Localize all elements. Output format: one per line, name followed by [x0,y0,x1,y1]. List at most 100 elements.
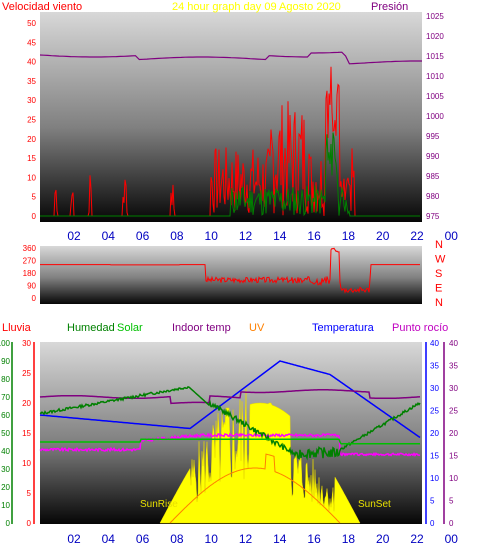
sunrise-label: SunRise [140,499,178,510]
wind-tick-label: 40 [27,58,36,67]
time3-tick-label: 04 [102,532,116,546]
pressure-axis: 975 980 985 990 995 1000 1005 1010 1015 1020 1025 [426,12,444,221]
pressure-tick-label: 995 [426,132,440,141]
time3-tick-label: 06 [136,532,150,546]
wind-average-line [40,132,420,217]
rain-tick-label: 15 [22,429,31,438]
indoor-tick-label: 30 [449,384,458,393]
wind-tick-label: 35 [27,77,36,86]
wind-tick-label: 20 [27,135,36,144]
pressure-tick-label: 1010 [426,72,444,81]
direction-tick-label: 0 [32,294,37,303]
compass-label: E [435,283,442,295]
humidity-tick-label: 10 [1,501,10,510]
wind-speed-axis: 0 5 10 15 20 25 30 35 40 45 50 [27,19,36,221]
temp-tick-label: 35 [430,362,439,371]
time3-tick-label: 08 [170,532,184,546]
time3-tick-label: 00 [445,532,459,546]
indoor-tick-label: 0 [449,519,454,528]
direction-plot-area [40,246,422,304]
direction-tick-label: 90 [27,282,36,291]
legend-uv: UV [249,322,265,334]
legend-humedad: Humedad [67,322,115,334]
temp-tick-label: 15 [430,452,439,461]
time-axis-3: 02 04 06 08 10 12 14 16 18 20 22 00 [67,532,458,546]
rain-tick-label: 10 [22,459,31,468]
pressure-tick-label: 980 [426,192,440,201]
wind-direction-line [40,247,420,294]
time-tick-label: 16 [307,229,321,243]
compass-label: N [435,297,443,309]
humidity-line [39,386,421,461]
direction-axis: 0 90 180 270 360 [23,244,37,303]
time-tick-label: 14 [273,229,287,243]
temp-tick-label: 20 [430,429,439,438]
rain-tick-label: 30 [22,339,31,348]
pressure-title: Presión [371,1,408,13]
temperature-line [39,360,421,439]
time3-tick-label: 18 [342,532,356,546]
direction-tick-label: 270 [23,257,37,266]
rain-tick-label: 5 [27,489,32,498]
temp-tick-label: 0 [430,519,435,528]
compass-label: W [435,254,446,266]
direction-series [40,247,420,294]
sunset-label: SunSet [358,499,391,510]
time-tick-label: 18 [342,229,356,243]
pressure-tick-label: 1015 [426,52,444,61]
time-tick-label: 04 [102,229,116,243]
pressure-tick-label: 1020 [426,32,444,41]
legend-solar: Solar [117,322,143,334]
humidity-tick-label: 50 [1,429,10,438]
wind-tick-label: 25 [27,116,36,125]
time-tick-label: 22 [410,229,424,243]
time-axis-1: 02 04 06 08 10 12 14 16 18 20 22 00 [67,229,458,243]
humidity-tick-label: 90 [1,357,10,366]
graph-date-title: 24 hour graph day 09 Agosto 2020 [172,1,341,13]
compass-label: S [435,268,442,280]
indoor-tick-label: 40 [449,339,458,348]
indoor-tick-label: 10 [449,474,458,483]
direction-tick-label: 180 [23,269,37,278]
wind-speed-title: Velocidad viento [2,1,82,13]
time-tick-label: 20 [376,229,390,243]
time3-tick-label: 16 [307,532,321,546]
rain-tick-label: 20 [22,399,31,408]
wind-pressure-series [39,51,422,217]
time-tick-label: 12 [239,229,253,243]
wind-tick-label: 10 [27,173,36,182]
humidity-tick-label: 60 [1,411,10,420]
pressure-tick-label: 990 [426,152,440,161]
direction-tick-label: 360 [23,244,37,253]
time3-tick-label: 22 [410,532,424,546]
indoor-tick-label: 5 [449,497,454,506]
pressure-tick-label: 985 [426,172,440,181]
climate-series [39,360,421,524]
legend-indoor-temp: Indoor temp [172,322,231,334]
time3-tick-label: 12 [239,532,253,546]
time-tick-label: 06 [136,229,150,243]
wind-tick-label: 15 [27,154,36,163]
humidity-tick-label: 100 [0,339,11,348]
indoor-temp-line [39,389,421,405]
legend-punto-rocio: Punto rocío [392,322,448,334]
temp-tick-label: 30 [430,384,439,393]
time3-tick-label: 14 [273,532,287,546]
wind-tick-label: 50 [27,19,36,28]
time3-tick-label: 10 [205,532,219,546]
compass-label: N [435,239,443,251]
time3-tick-label: 20 [376,532,390,546]
pressure-tick-label: 975 [426,212,440,221]
solar-area [159,388,361,524]
time3-tick-label: 02 [67,532,81,546]
humidity-tick-label: 70 [1,393,10,402]
pressure-tick-label: 1005 [426,92,444,101]
legend-temperatura: Temperatura [312,322,375,334]
rain-tick-label: 0 [27,519,32,528]
humidity-tick-label: 80 [1,375,10,384]
dewpoint-line [39,432,421,457]
time-tick-label: 08 [170,229,184,243]
solar-reference-line [40,438,420,445]
